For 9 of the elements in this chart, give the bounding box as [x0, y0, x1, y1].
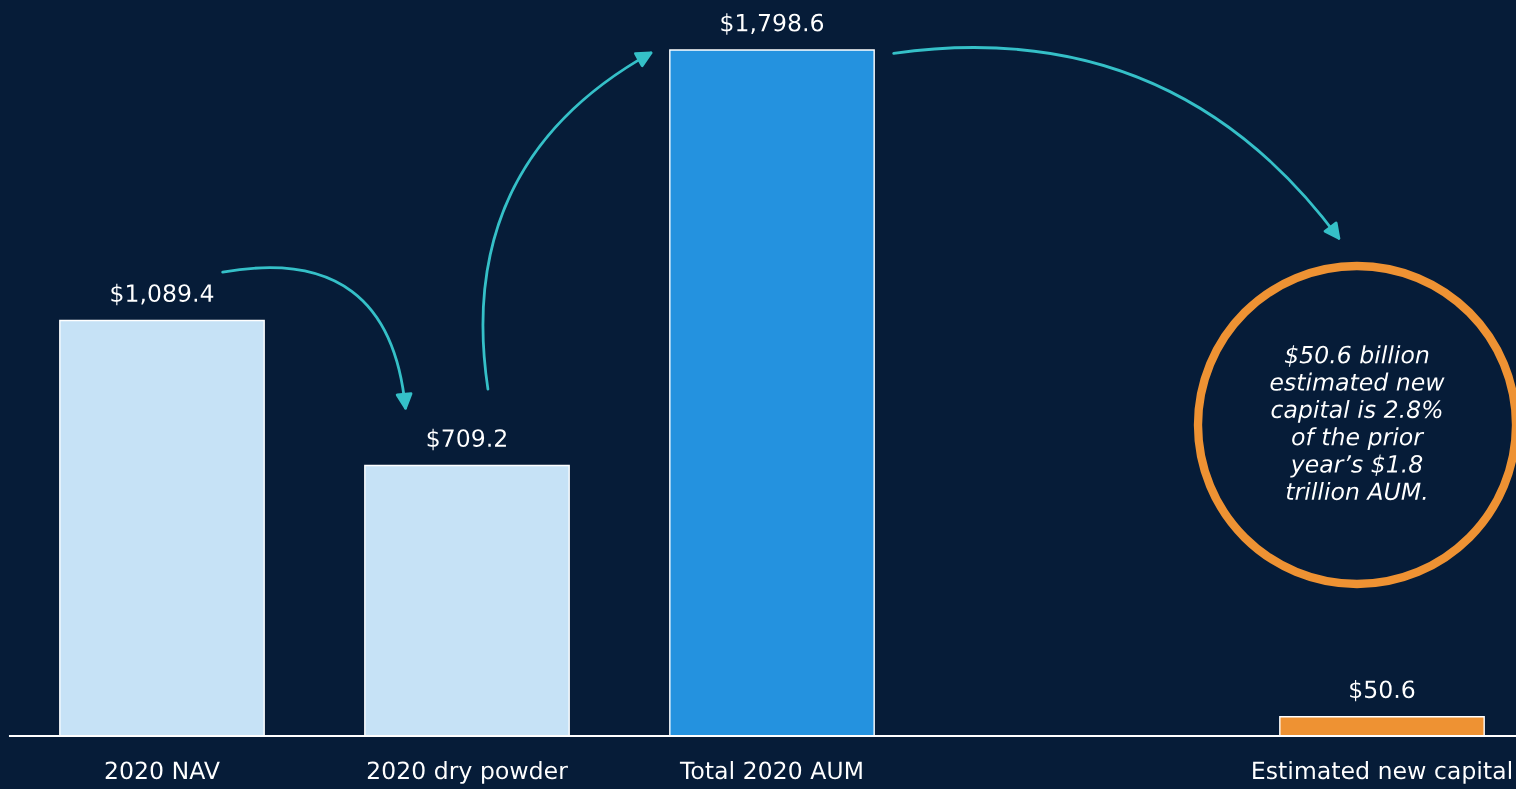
x-tick-label: 2020 dry powder: [367, 761, 568, 784]
x-tick-label: Total 2020 AUM: [679, 761, 862, 780]
x-tick-label: 2020 NAV: [105, 761, 220, 780]
data-label: $50.6: [1350, 679, 1415, 702]
data-label: $1,798.6: [721, 13, 824, 35]
annotation: $50.6 billion estimated new capital is 2.8% of the prior year’s $1.8 trillion AUM.: [1270, 345, 1445, 501]
data-label: $1,089.4: [111, 283, 214, 306]
data-label: $709.2: [427, 428, 506, 451]
x-tick-label: Estimated new capital: [1253, 761, 1511, 784]
